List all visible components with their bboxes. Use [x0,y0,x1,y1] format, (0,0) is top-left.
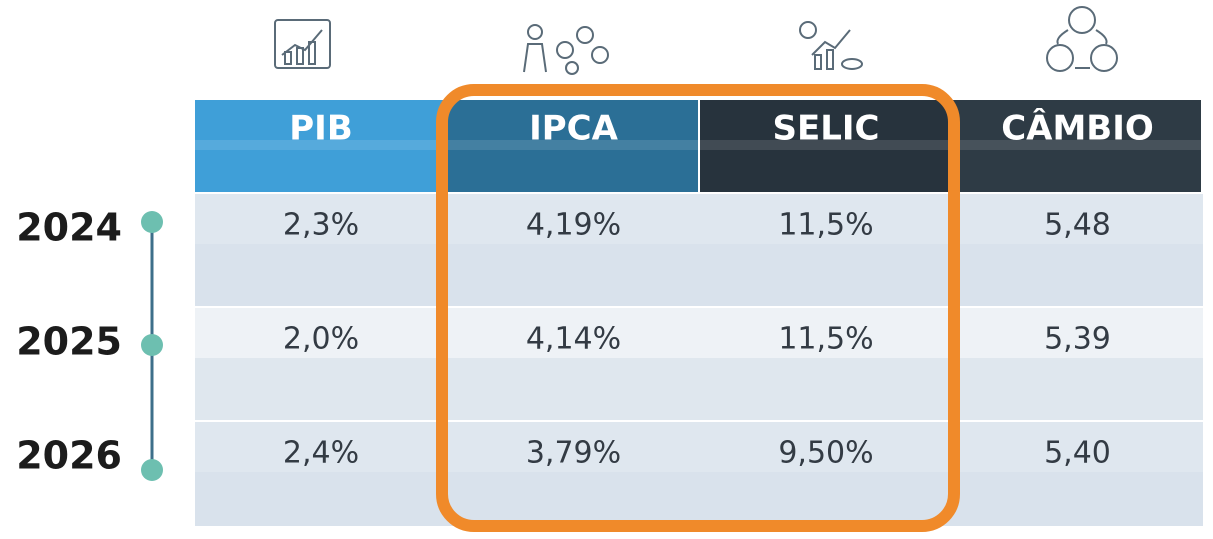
timeline-dot [141,334,163,356]
header-band [447,140,698,150]
header-band [700,140,950,150]
cell-value: 11,5% [778,208,873,243]
icon-selic [799,21,863,70]
header-cell [700,100,950,192]
header-label: SELIC [773,109,880,149]
header-band [195,140,445,150]
cell-value: 5,40 [1044,436,1111,471]
icon-cambio [1046,6,1118,72]
row-band [195,472,1203,526]
header-label: PIB [289,109,352,149]
cell-value: 9,50% [778,436,873,471]
header-cell [952,100,1201,192]
highlight-frame [436,84,960,532]
header-band [952,140,1201,150]
cell-value: 5,39 [1044,322,1111,357]
cell-value: 3,79% [526,436,621,471]
cell-value: 2,3% [283,208,359,243]
icon-pib [274,19,331,69]
table: PIB IPCA SELIC CÂMBIO 2,3% 4,19% 11,5% 5,48 2024… [16,100,1203,526]
cell-value: 2,4% [283,436,359,471]
timeline-dot [141,211,163,233]
timeline-dot [141,459,163,481]
year-label: 2026 [16,434,122,478]
cell-value: 5,48 [1044,208,1111,243]
cell-value: 2,0% [283,322,359,357]
header-cell [447,100,698,192]
year-label: 2024 [16,206,122,250]
cell-value: 4,14% [526,322,621,357]
row-band [195,244,1203,306]
cell-value: 4,19% [526,208,621,243]
icon-ipca [523,24,609,75]
cell-value: 11,5% [778,322,873,357]
row-band [195,358,1203,420]
year-label: 2025 [16,320,122,364]
header-cell [195,100,445,192]
header-label: CÂMBIO [1001,108,1154,149]
header-label: IPCA [529,109,619,149]
